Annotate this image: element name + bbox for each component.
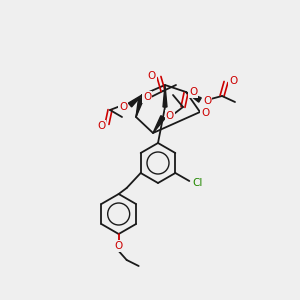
Text: O: O [115,241,123,251]
Polygon shape [153,116,165,133]
Text: O: O [119,102,127,112]
Text: O: O [166,111,174,121]
Polygon shape [136,98,143,117]
Text: O: O [229,76,237,86]
Text: O: O [148,71,156,81]
Text: O: O [203,96,211,106]
Text: O: O [201,108,209,118]
Text: O: O [189,87,197,97]
Text: O: O [143,92,151,102]
Polygon shape [163,85,167,107]
Text: Cl: Cl [192,178,202,188]
Polygon shape [186,92,201,102]
Text: O: O [97,121,105,131]
Polygon shape [128,95,142,107]
